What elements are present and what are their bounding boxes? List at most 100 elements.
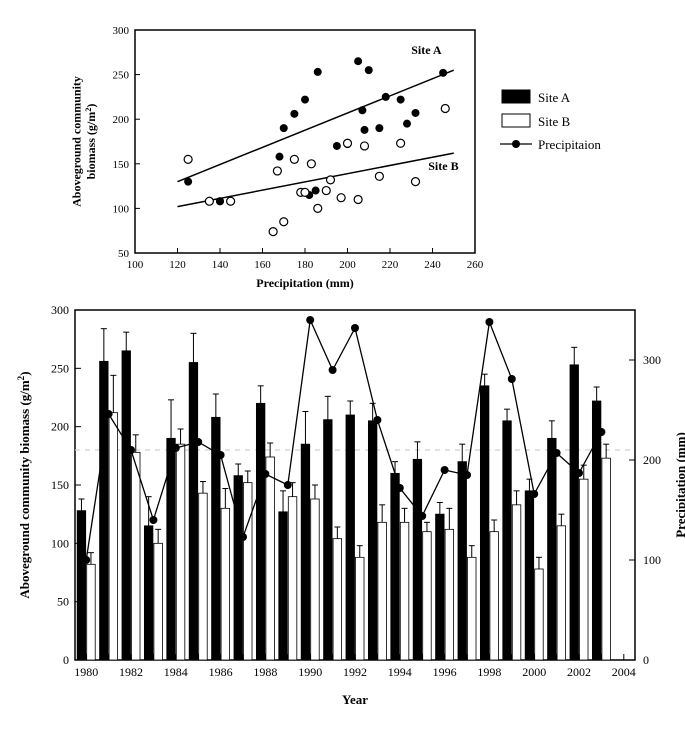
precipitation-marker [553,449,561,457]
inset-point-site-b [184,155,192,163]
bar-site-b [266,457,275,660]
figure-svg: 0501001502002503000100200300198019821984… [0,0,685,746]
inset-point-site-b [301,188,309,196]
legend-swatch-site-b [502,114,530,127]
precipitation-marker [575,469,583,477]
bar-site-b [176,444,185,660]
x-tick-label: 1980 [74,665,98,679]
inset-point-site-a [358,106,366,114]
precipitation-line [86,320,601,560]
precipitation-marker [149,516,157,524]
x-tick-label: 1994 [388,665,412,679]
inset-y-tick-label: 300 [113,25,130,37]
precipitation-marker [239,533,247,541]
bar-site-a [122,351,131,660]
precipitation-marker [351,324,359,332]
bar-site-b [602,458,611,660]
precipitation-marker [194,438,202,446]
legend: Site ASite BPrecipitaion [500,90,601,152]
precipitation-marker [329,366,337,374]
inset-point-site-a [365,66,373,74]
inset-point-site-b [269,228,277,236]
bar-site-b [311,499,320,660]
bar-site-a [324,420,333,660]
legend-label-site-b: Site B [538,114,570,129]
bar-site-b [580,479,589,660]
x-tick-label: 1990 [298,665,322,679]
y-right-tick-label: 100 [643,553,661,567]
bar-site-b [333,539,342,660]
legend-marker-precip [512,140,520,148]
y-right-tick-label: 0 [643,653,649,667]
inset-x-axis-title: Precipitation (mm) [256,276,353,290]
y-right-axis-title: Precipitation (mm) [673,432,685,538]
bar-site-b [490,532,499,660]
bar-site-a [279,512,288,660]
precipitation-marker [306,316,314,324]
inset-x-tick-label: 140 [212,259,229,271]
precipitation-marker [530,490,538,498]
inset-x-tick-label: 120 [169,259,186,271]
bar-site-b [535,569,544,660]
bar-site-b [378,522,387,660]
inset-point-site-a [301,96,309,104]
bar-site-a [413,459,422,660]
inset-point-site-a [314,68,322,76]
precipitation-marker [82,556,90,564]
x-tick-label: 2002 [567,665,591,679]
inset-label-site-b: Site B [428,159,458,173]
x-tick-label: 1986 [209,665,233,679]
bar-site-a [189,363,198,661]
inset-point-site-b [227,197,235,205]
bar-site-a [368,421,377,660]
bar-site-b [87,564,96,660]
inset-y-tick-label: 150 [113,159,130,171]
inset-y-axis-title: Aboveground communitybiomass (g/m2) [69,76,97,207]
y-left-tick-label: 50 [57,595,69,609]
bar-site-a [570,365,579,660]
y-left-tick-label: 200 [51,420,69,434]
x-tick-label: 1998 [477,665,501,679]
inset-point-site-b [205,197,213,205]
bar-site-b [512,505,521,660]
bar-site-b [468,557,477,660]
precipitation-marker [441,466,449,474]
bar-site-b [288,497,297,660]
bar-site-a [525,491,534,660]
y-right-tick-label: 200 [643,453,661,467]
inset-y-tick-label: 250 [113,70,130,82]
inset-point-site-a [354,57,362,65]
precipitation-marker [463,471,471,479]
inset-x-tick-label: 240 [424,259,441,271]
precipitation-marker [127,446,135,454]
bar-site-b [423,532,432,660]
inset-point-site-b [361,142,369,150]
inset-point-site-a [412,109,420,117]
precipitation-marker [373,416,381,424]
precipitation-marker [217,451,225,459]
bar-site-a [503,421,512,660]
x-tick-label: 1984 [164,665,188,679]
precipitation-marker [597,428,605,436]
bar-site-a [436,514,445,660]
inset-x-tick-label: 180 [297,259,314,271]
precipitation-marker [105,410,113,418]
bar-site-b [221,508,230,660]
bar-site-a [391,473,400,660]
inset-point-site-a [375,124,383,132]
bar-site-a [234,476,243,660]
inset-point-site-b [322,187,330,195]
inset-label-site-a: Site A [411,43,442,57]
bar-site-a [144,526,153,660]
bar-site-b [356,557,365,660]
inset-point-site-b [307,160,315,168]
y-left-tick-label: 300 [51,303,69,317]
x-tick-label: 1996 [433,665,457,679]
inset-point-site-b [280,218,288,226]
bar-site-b [244,483,253,660]
bar-site-b [132,452,141,660]
inset-y-tick-label: 200 [113,114,130,126]
inset-point-site-a [382,93,390,101]
inset-point-site-a [290,110,298,118]
bar-site-b [557,526,566,660]
